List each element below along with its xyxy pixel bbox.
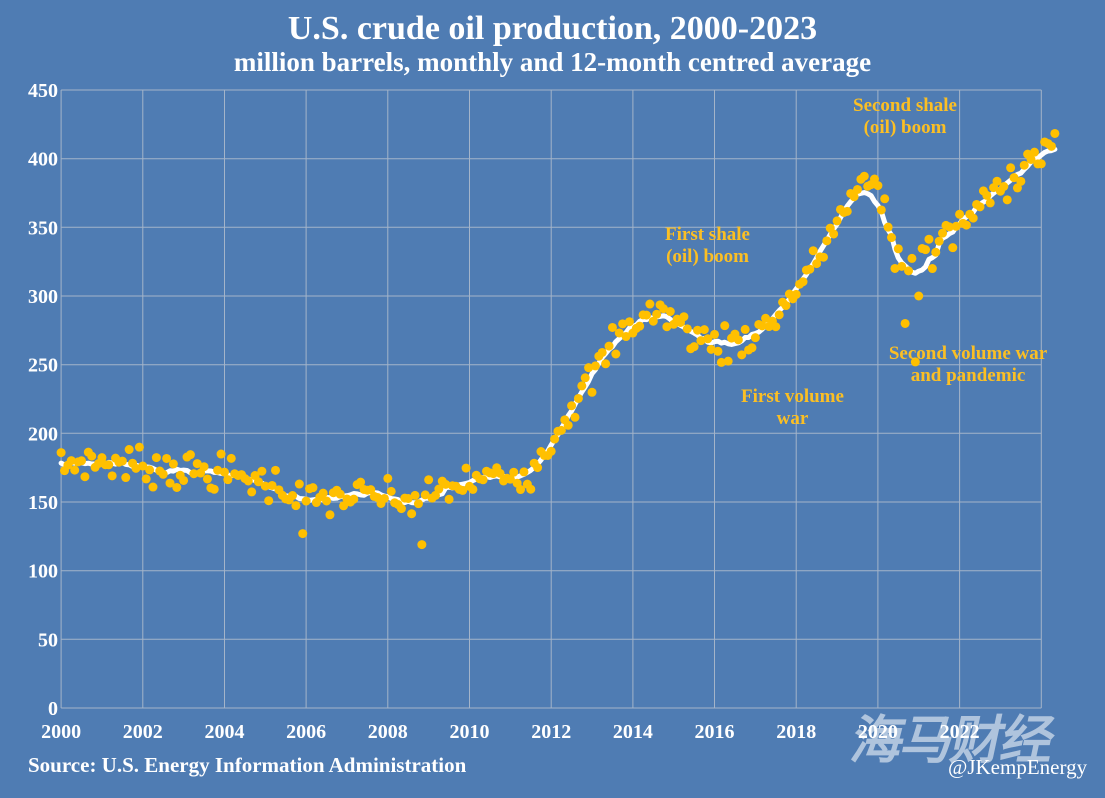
- svg-text:2006: 2006: [286, 721, 326, 743]
- svg-text:200: 200: [28, 423, 58, 445]
- svg-text:450: 450: [28, 80, 58, 102]
- svg-text:300: 300: [28, 286, 58, 308]
- svg-text:2004: 2004: [205, 721, 245, 743]
- svg-text:2008: 2008: [368, 721, 408, 743]
- svg-text:2012: 2012: [531, 721, 571, 743]
- svg-text:2018: 2018: [776, 721, 816, 743]
- svg-text:0: 0: [48, 698, 58, 720]
- svg-text:250: 250: [28, 355, 58, 377]
- svg-text:100: 100: [28, 561, 58, 583]
- svg-text:150: 150: [28, 492, 58, 514]
- svg-text:400: 400: [28, 149, 58, 171]
- svg-text:2014: 2014: [613, 721, 653, 743]
- svg-text:350: 350: [28, 217, 58, 239]
- svg-text:2000: 2000: [41, 721, 81, 743]
- svg-text:2002: 2002: [123, 721, 163, 743]
- svg-text:2016: 2016: [695, 721, 735, 743]
- svg-text:50: 50: [38, 629, 58, 651]
- svg-text:2010: 2010: [450, 721, 490, 743]
